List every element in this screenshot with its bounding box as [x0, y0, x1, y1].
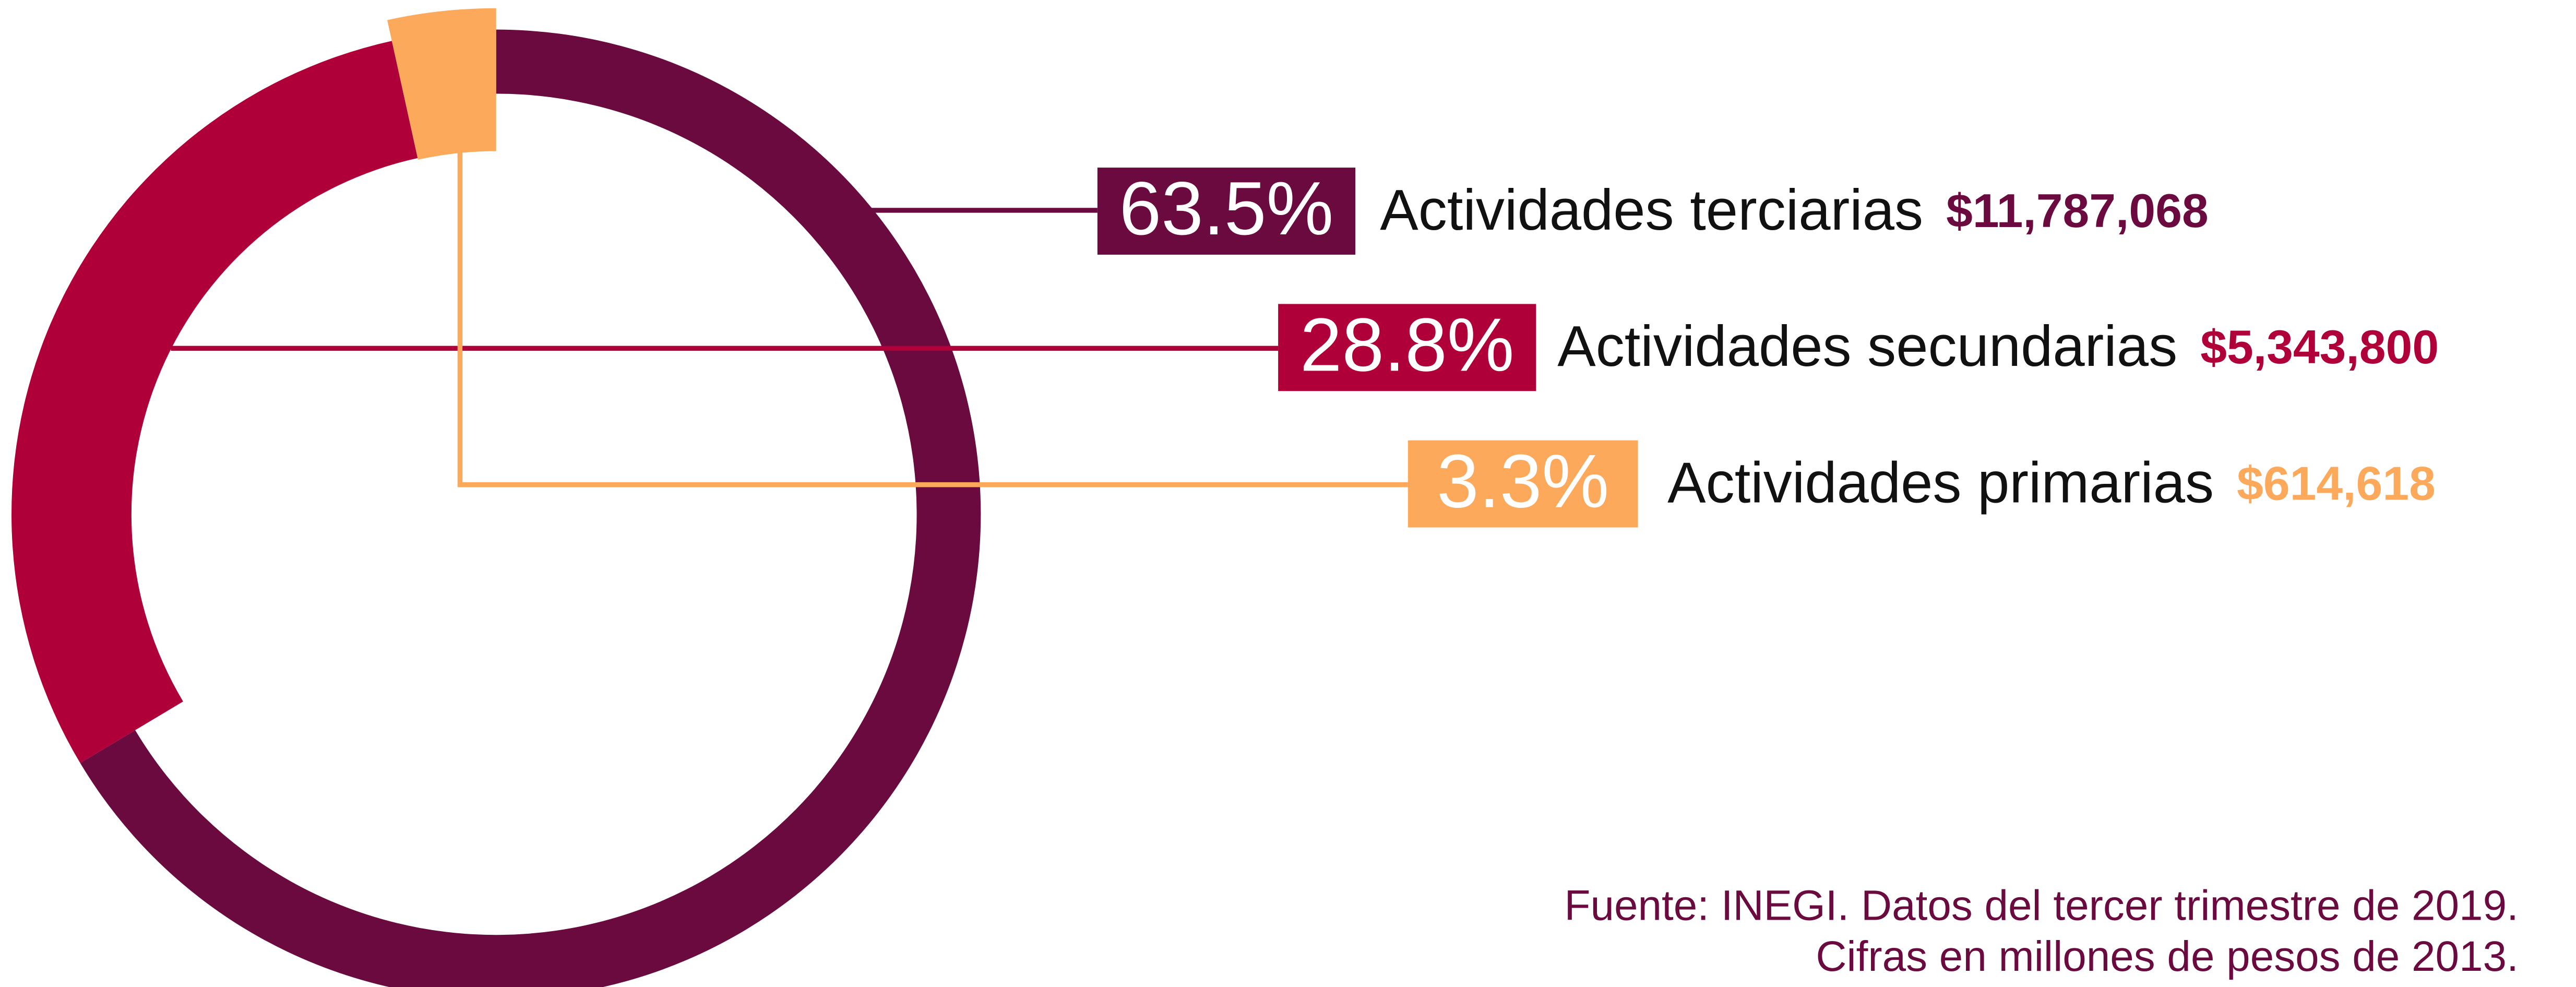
source-note: Fuente: INEGI. Datos del tercer trimestr… [1565, 882, 2519, 929]
amount-label: $11,787,068 [1946, 184, 2209, 237]
leader-line [457, 148, 1408, 487]
category-label: Actividades secundarias [1557, 314, 2177, 378]
amount-label: $5,343,800 [2200, 320, 2439, 374]
percent-box [1278, 304, 1536, 391]
category-label: Actividades terciarias [1380, 178, 1923, 242]
percent-label: 28.8% [1300, 302, 1514, 387]
percent-box [1408, 440, 1638, 528]
percent-label: 63.5% [1119, 166, 1334, 251]
category-label: Actividades primarias [1667, 450, 2214, 515]
percent-label: 3.3% [1437, 439, 1609, 524]
units-note: Cifras en millones de pesos de 2013. [1816, 933, 2518, 980]
amount-label: $614,618 [2237, 457, 2436, 510]
donut-slice [387, 8, 496, 160]
donut-slice [11, 41, 418, 763]
percent-box [1097, 168, 1356, 255]
